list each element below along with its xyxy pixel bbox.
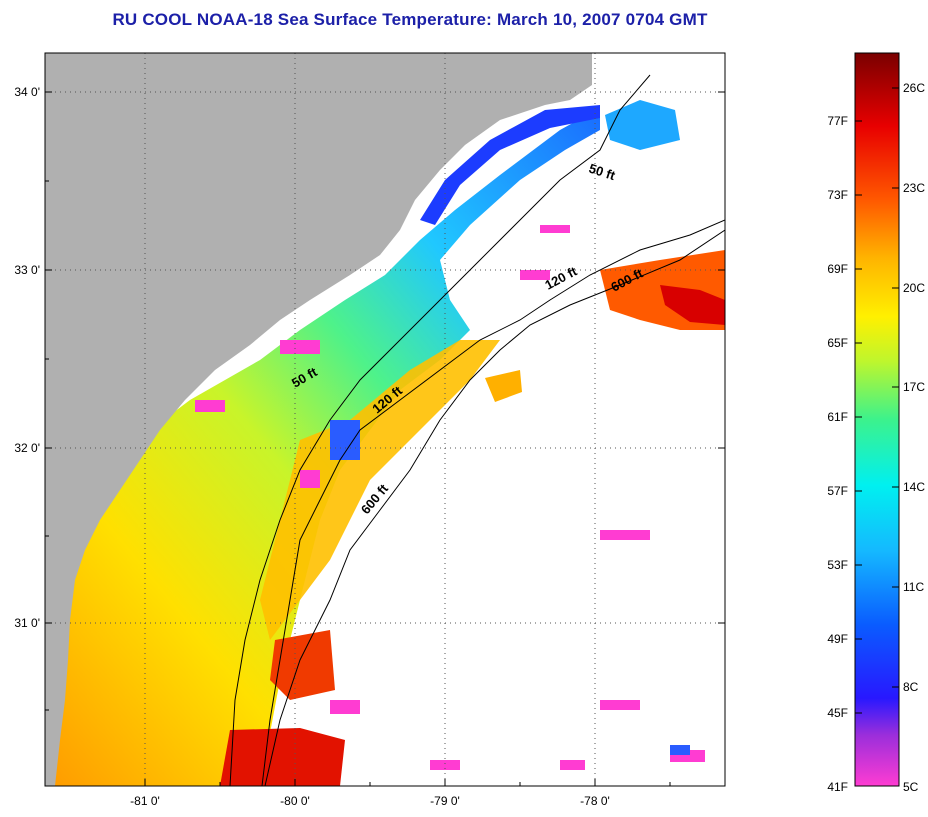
- c-label-17: 17C: [903, 380, 925, 394]
- f-label-69: 69F: [827, 262, 848, 276]
- f-label-41: 41F: [827, 780, 848, 794]
- map-frame: [44, 52, 726, 787]
- f-label-73: 73F: [827, 188, 848, 202]
- warm-patch-mid: [270, 630, 335, 700]
- colorbar-gradient: [854, 52, 900, 787]
- c-label-23: 23C: [903, 181, 925, 195]
- sst-map[interactable]: 50 ft 120 ft 600 ft 50 ft 120 ft 600 ft …: [0, 0, 780, 817]
- c-label-5: 5C: [903, 780, 919, 794]
- f-label-77: 77F: [827, 114, 848, 128]
- f-label-65: 65F: [827, 336, 848, 350]
- lat-label-34: 34 0': [14, 85, 40, 99]
- f-label-45: 45F: [827, 706, 848, 720]
- warm-patch-offshore: [485, 370, 522, 402]
- lon-label-79: -79 0': [430, 794, 460, 808]
- celsius-scale: 26C 23C 20C 17C 14C 11C 8C 5C: [903, 81, 925, 794]
- warm-patch-northeast-core: [660, 285, 725, 325]
- c-label-8: 8C: [903, 680, 919, 694]
- f-label-49: 49F: [827, 632, 848, 646]
- f-label-53: 53F: [827, 558, 848, 572]
- fahrenheit-ticks: [855, 120, 862, 714]
- temperature-colorbar: 77F 73F 69F 65F 61F 57F 53F 49F 45F 41F …: [827, 52, 925, 794]
- land-area: [45, 53, 592, 786]
- c-label-11: 11C: [903, 580, 924, 594]
- lat-label-33: 33 0': [14, 263, 40, 277]
- f-label-57: 57F: [827, 484, 848, 498]
- lon-label-81: -81 0': [130, 794, 160, 808]
- frame-ticks: [45, 91, 725, 786]
- graticule: [45, 53, 725, 786]
- lon-label-78: -78 0': [580, 794, 610, 808]
- c-label-26: 26C: [903, 81, 925, 95]
- gulf-stream-warm-band: [260, 340, 500, 640]
- lon-label-80: -80 0': [280, 794, 310, 808]
- map-title: RU COOL NOAA-18 Sea Surface Temperature:…: [112, 10, 708, 29]
- bathymetry-contours: [229, 74, 725, 786]
- warm-patch-south: [220, 728, 345, 786]
- lat-label-31: 31 0': [14, 616, 40, 630]
- lat-label-32: 32 0': [14, 441, 40, 455]
- fahrenheit-scale: 77F 73F 69F 65F 61F 57F 53F 49F 45F 41F: [827, 114, 848, 794]
- c-label-20: 20C: [903, 281, 925, 295]
- c-label-14: 14C: [903, 480, 925, 494]
- cold-nearshore-arc: [420, 105, 600, 225]
- f-label-61: 61F: [827, 410, 848, 424]
- cold-patch-north: [605, 100, 680, 150]
- celsius-ticks: [892, 87, 899, 688]
